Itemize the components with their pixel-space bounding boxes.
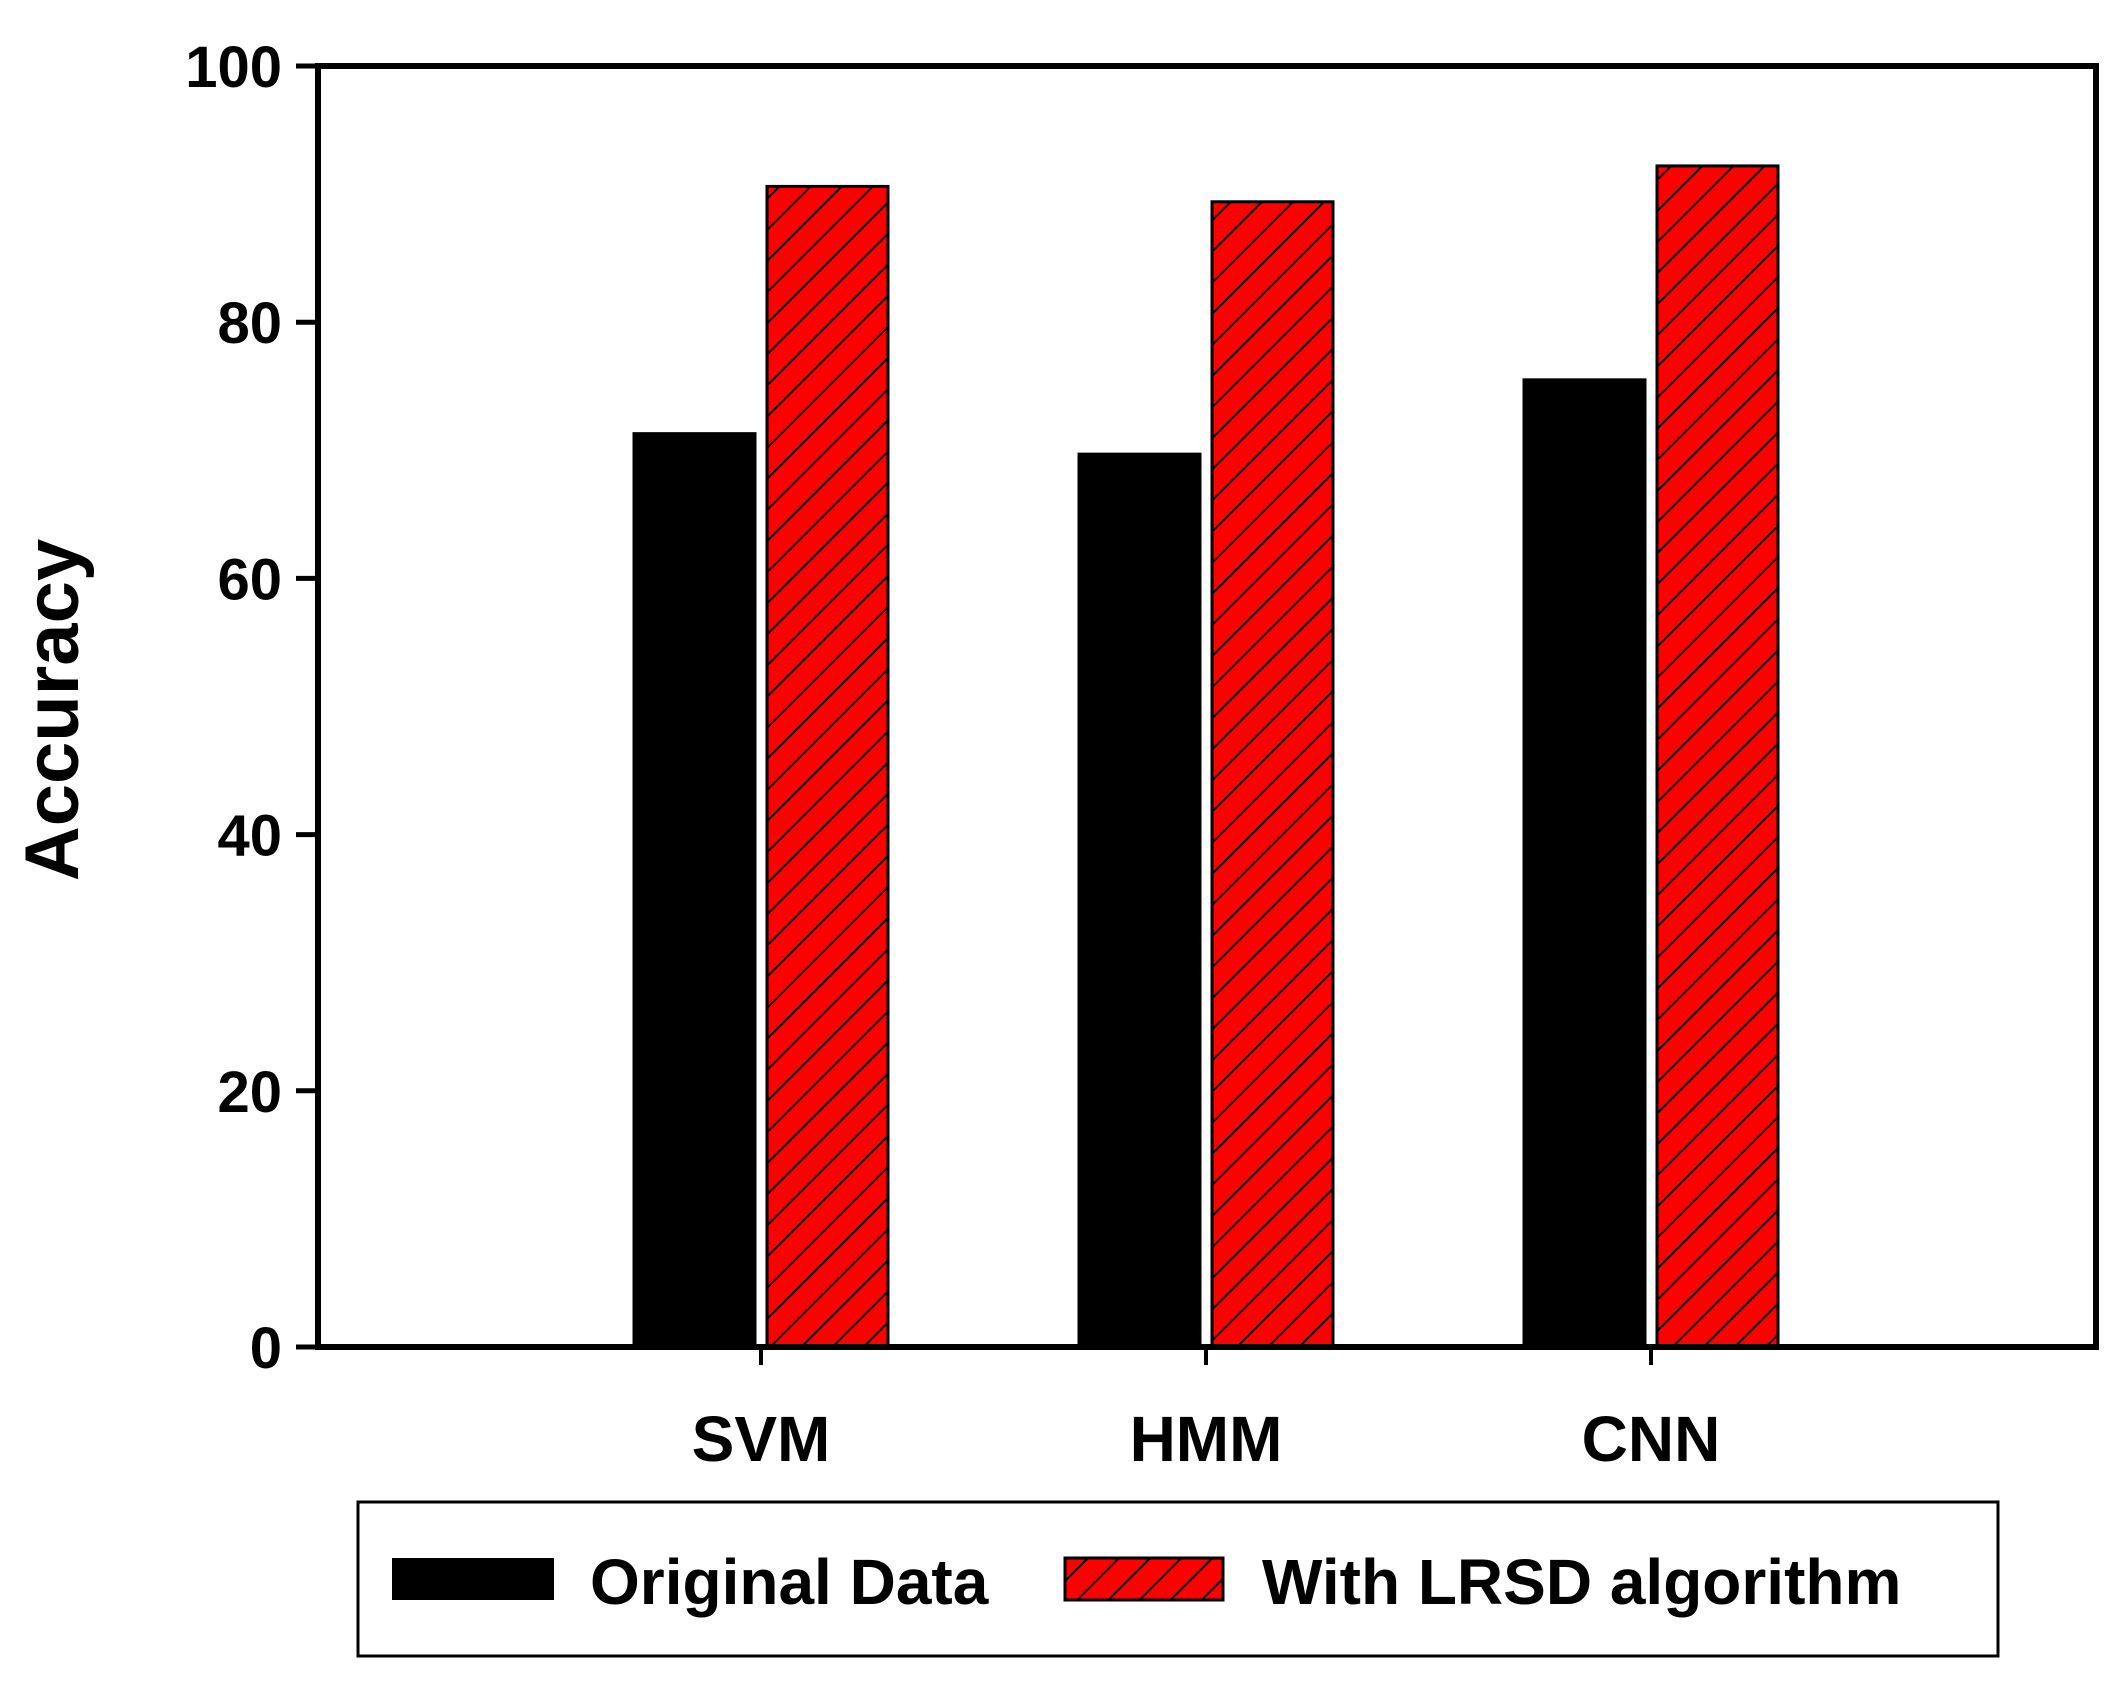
bar-hmm-lrsd — [1210, 200, 1335, 1349]
y-tick-label: 80 — [217, 291, 282, 356]
legend-swatch-original-data — [392, 1558, 554, 1600]
y-tick-label: 60 — [217, 547, 282, 612]
x-category-label: SVM — [692, 1403, 831, 1475]
bar-cnn-lrsd — [1655, 164, 1780, 1349]
y-axis-ticks: 0 20 40 60 80 100 — [185, 35, 318, 1381]
legend-swatch-lrsd — [1063, 1556, 1225, 1602]
y-tick-label: 100 — [185, 35, 282, 100]
bar-svm-lrsd — [765, 184, 890, 1349]
legend: Original Data With LRSD algorithm — [356, 1500, 2000, 1658]
y-tick-label: 20 — [217, 1060, 282, 1125]
y-tick-label: 0 — [250, 1316, 282, 1381]
y-tick-label: 40 — [217, 804, 282, 869]
legend-box — [356, 1500, 2000, 1658]
plot-frame — [315, 63, 2099, 1350]
y-axis-title: Accuracy — [10, 539, 95, 881]
bar-cnn-original-data — [1522, 378, 1647, 1349]
bars-layer — [632, 164, 1780, 1349]
bar-svm-original-data — [632, 432, 757, 1349]
legend-label-original-data: Original Data — [590, 1546, 989, 1618]
x-category-label: CNN — [1582, 1403, 1721, 1475]
x-axis-ticks: SVM HMM CNN — [692, 1347, 1721, 1475]
x-category-label: HMM — [1130, 1403, 1283, 1475]
bar-hmm-original-data — [1077, 452, 1202, 1349]
legend-label-lrsd: With LRSD algorithm — [1262, 1546, 1901, 1618]
